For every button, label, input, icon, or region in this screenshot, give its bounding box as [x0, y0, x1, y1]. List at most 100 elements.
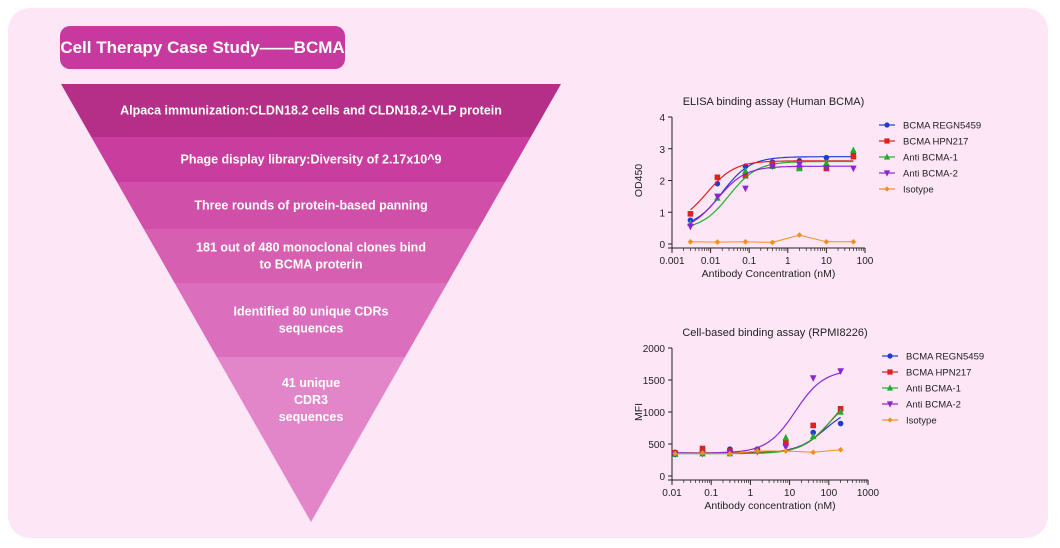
- legend-label: Isotype: [906, 416, 937, 427]
- data-point: [887, 353, 893, 359]
- data-point: [809, 375, 817, 382]
- funnel-step-label: sequences: [279, 410, 344, 424]
- y-tick-label: 2: [659, 177, 665, 188]
- data-point: [837, 408, 844, 415]
- series-isotype: [672, 446, 844, 457]
- y-tick-label: 0: [659, 472, 665, 483]
- data-point: [783, 448, 789, 454]
- funnel-step-label: 41 unique: [282, 376, 340, 390]
- series-anti-bcma-2: [687, 161, 857, 231]
- x-tick-label: 1000: [857, 488, 880, 499]
- funnel-step: [143, 229, 479, 283]
- funnel-step-label: sequences: [279, 322, 344, 336]
- data-point: [823, 154, 830, 161]
- x-tick-label: 100: [820, 488, 837, 499]
- funnel-step: [174, 283, 448, 357]
- x-tick-label: 0.01: [662, 488, 682, 499]
- y-tick-label: 1: [659, 208, 665, 219]
- legend-label: BCMA REGN5459: [906, 352, 984, 363]
- y-axis-label: OD450: [633, 164, 645, 197]
- funnel-step-label: Phage display library:Diversity of 2.17x…: [181, 153, 442, 167]
- data-point: [796, 232, 803, 238]
- funnel-step: [61, 84, 561, 137]
- data-point: [887, 369, 893, 375]
- data-point: [884, 186, 890, 192]
- data-point: [887, 417, 893, 423]
- series-isotype: [687, 232, 857, 246]
- legend-label: BCMA REGN5459: [903, 121, 981, 132]
- x-tick-label: 10: [821, 256, 833, 267]
- data-point: [837, 446, 844, 453]
- data-point: [742, 167, 749, 174]
- data-point: [714, 193, 721, 201]
- legend-label: Anti BCMA-1: [903, 153, 958, 164]
- data-point: [884, 122, 890, 128]
- x-tick-label: 0.1: [742, 256, 756, 267]
- funnel-step-label: Three rounds of protein-based panning: [194, 199, 427, 213]
- data-point: [810, 449, 817, 456]
- x-tick-label: 10: [784, 488, 796, 499]
- funnel-step-label: to BCMA proterin: [260, 258, 363, 272]
- legend-label: Anti BCMA-2: [903, 169, 958, 180]
- funnel-step-label: Alpaca immunization:CLDN18.2 cells and C…: [120, 104, 502, 118]
- legend-label: Anti BCMA-2: [906, 400, 961, 411]
- data-point: [810, 429, 817, 436]
- data-point: [782, 444, 790, 451]
- data-point: [699, 450, 706, 456]
- data-point: [687, 211, 694, 217]
- y-tick-label: 500: [648, 440, 665, 451]
- legend-label: Anti BCMA-1: [906, 384, 961, 395]
- data-point: [742, 238, 749, 245]
- legend-label: Isotype: [903, 185, 934, 196]
- data-point: [783, 439, 789, 446]
- data-point: [886, 401, 894, 408]
- data-point: [699, 445, 706, 452]
- data-point: [823, 165, 830, 172]
- funnel-step: [91, 137, 531, 182]
- series-anti-bcma-2: [671, 368, 844, 459]
- data-point: [810, 422, 817, 429]
- data-point: [850, 153, 857, 160]
- data-point: [883, 153, 891, 160]
- data-point: [886, 384, 894, 391]
- data-point: [714, 239, 721, 245]
- data-point: [809, 432, 817, 440]
- legend-label: BCMA HPN217: [903, 137, 968, 148]
- data-point: [782, 433, 790, 441]
- funnel-step: [116, 182, 506, 229]
- y-tick-label: 1500: [643, 376, 666, 387]
- x-axis-label: Antibody Concentration (nM): [702, 268, 836, 280]
- data-point: [672, 450, 678, 457]
- funnel-step: [216, 357, 406, 522]
- legend-label: BCMA HPN217: [906, 368, 971, 379]
- y-axis-label: MFI: [633, 403, 645, 421]
- data-point: [884, 138, 890, 144]
- chart-title: Cell-based binding assay (RPMI8226): [682, 327, 867, 339]
- funnel-step-label: 181 out of 480 monoclonal clones bind: [196, 241, 426, 255]
- data-point: [742, 172, 749, 179]
- data-point: [850, 146, 857, 154]
- data-point: [883, 170, 891, 177]
- data-point: [837, 420, 844, 427]
- data-point: [714, 174, 721, 181]
- x-tick-label: 0.01: [701, 256, 721, 267]
- data-point: [742, 185, 749, 193]
- data-point: [727, 450, 733, 457]
- data-point: [823, 238, 830, 245]
- y-tick-label: 4: [659, 113, 665, 124]
- x-axis-label: Antibody concentration (nM): [704, 500, 835, 512]
- page-title: Cell Therapy Case Study——BCMA: [60, 26, 345, 69]
- y-tick-label: 3: [659, 145, 665, 156]
- funnel-step-label: CDR3: [294, 393, 328, 407]
- funnel-step-label: Identified 80 unique CDRs: [234, 305, 389, 319]
- data-point: [850, 238, 857, 245]
- x-tick-label: 1: [748, 488, 754, 499]
- chart-title: ELISA binding assay (Human BCMA): [683, 96, 865, 108]
- y-tick-label: 2000: [643, 344, 666, 355]
- y-tick-label: 1000: [643, 408, 666, 419]
- data-point: [687, 223, 694, 231]
- data-point: [769, 163, 776, 171]
